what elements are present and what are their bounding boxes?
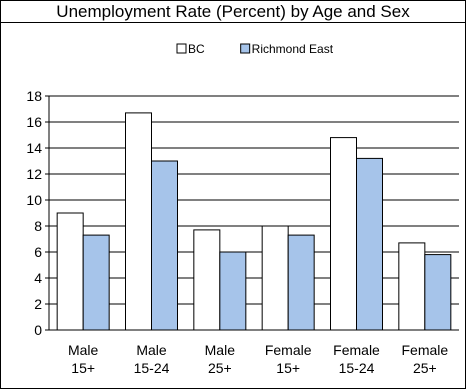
- legend-label: Richmond East: [252, 42, 334, 56]
- bar-richmond-east: [287, 234, 315, 331]
- bar-bc: [56, 212, 84, 331]
- y-tick-label: 2: [34, 296, 42, 312]
- bar-bc: [398, 242, 426, 331]
- bar-bc: [193, 229, 221, 331]
- x-tick-label: Male 15+: [68, 342, 99, 376]
- x-tick-label: Female 15-24: [333, 342, 380, 376]
- y-tick-label: 14: [26, 140, 42, 156]
- y-tick-label: 16: [26, 114, 42, 130]
- chart-title: Unemployment Rate (Percent) by Age and S…: [1, 1, 465, 23]
- y-tick-label: 8: [34, 218, 42, 234]
- bar-richmond-east: [82, 234, 110, 331]
- bar-richmond-east: [151, 160, 178, 331]
- x-tick-label: Male 15-24: [134, 342, 170, 376]
- y-tick-label: 0: [34, 322, 42, 338]
- bar-richmond-east: [356, 157, 383, 331]
- x-tick-label: Female 25+: [401, 342, 448, 376]
- bar-bc: [330, 137, 357, 331]
- bar-bc: [261, 225, 289, 331]
- bar-bc: [125, 112, 152, 331]
- x-tick-label: Female 15+: [265, 342, 312, 376]
- legend-swatch: [176, 43, 187, 54]
- y-tick-label: 6: [34, 244, 42, 260]
- x-tick-label: Male 25+: [205, 342, 236, 376]
- legend-label: BC: [188, 42, 205, 56]
- chart-plot: BC Richmond East 0 2 4 6 8 10 12 14 16 18 Male 15+ Mal…: [26, 42, 459, 376]
- y-tick-label: 10: [26, 192, 42, 208]
- bar-richmond-east: [219, 251, 247, 331]
- y-tick-label: 18: [26, 88, 42, 104]
- y-tick-label: 12: [26, 166, 42, 182]
- legend-swatch: [240, 43, 251, 54]
- y-tick-label: 4: [34, 270, 42, 286]
- bar-richmond-east: [424, 254, 452, 331]
